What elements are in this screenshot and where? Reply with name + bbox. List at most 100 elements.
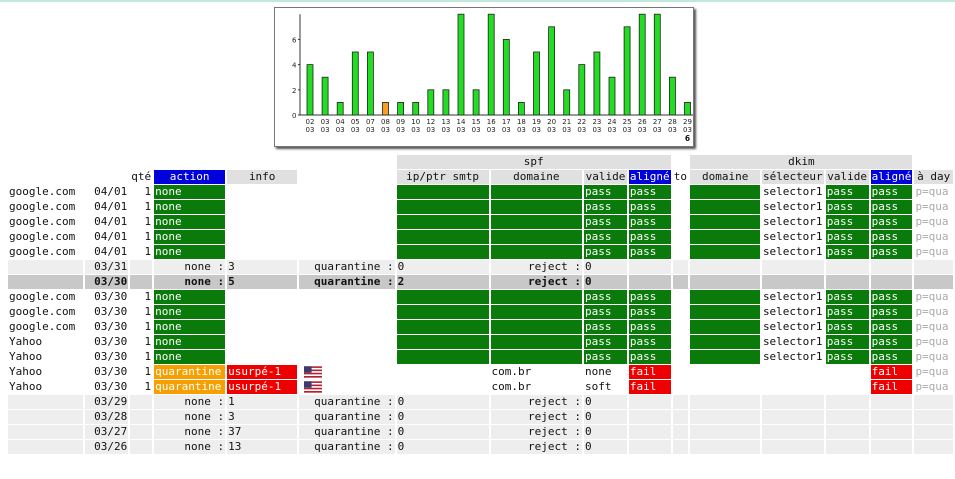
x-tick-label: 19 bbox=[532, 118, 541, 126]
spf-domain bbox=[490, 245, 583, 260]
record-row[interactable]: google.com 04/01 1 none pass pass selector1 pas… bbox=[8, 200, 953, 215]
x-tick-label-line2: 03 bbox=[653, 126, 662, 134]
summary-quarantine-label: quarantine : bbox=[299, 395, 395, 410]
policy-cell: p=qua bbox=[914, 365, 953, 380]
org-name: google.com bbox=[8, 305, 83, 320]
col-qte: qté bbox=[130, 170, 153, 185]
col-selector[interactable]: sélecteur bbox=[761, 170, 824, 185]
record-qty: 1 bbox=[130, 350, 153, 365]
policy-cell: p=qua bbox=[914, 335, 953, 350]
x-tick-label-line2: 03 bbox=[668, 126, 677, 134]
summary-none-label: none : bbox=[154, 410, 226, 425]
summary-quarantine-label: quarantine : bbox=[299, 440, 395, 455]
ip-cell[interactable] bbox=[396, 215, 489, 230]
col-dkim-aligned[interactable]: aligné bbox=[870, 170, 913, 185]
org-name: google.com bbox=[8, 185, 83, 200]
bar-27-s0 bbox=[653, 13, 661, 116]
ip-cell[interactable] bbox=[396, 185, 489, 200]
ip-cell[interactable] bbox=[396, 335, 489, 350]
ip-cell[interactable] bbox=[396, 200, 489, 215]
ip-cell[interactable] bbox=[396, 245, 489, 260]
x-tick-label: 03 bbox=[321, 118, 330, 126]
spf-domain bbox=[490, 320, 583, 335]
col-dkim-valid[interactable]: valide bbox=[825, 170, 869, 185]
dkim-selector: selector1 bbox=[761, 215, 824, 230]
day-summary-row[interactable]: 03/28 none :3 quarantine :0 reject :0 bbox=[8, 410, 953, 425]
col-spf-valid[interactable]: valide bbox=[584, 170, 627, 185]
col-spf-domain[interactable]: domaine bbox=[490, 170, 583, 185]
to-cell bbox=[672, 200, 689, 215]
dkim-domain bbox=[690, 200, 760, 215]
summary-quarantine-value: 0 bbox=[396, 440, 489, 455]
summary-spacer bbox=[690, 425, 760, 440]
col-info[interactable]: info bbox=[227, 170, 298, 185]
ip-cell[interactable] bbox=[396, 380, 489, 395]
dkim-selector: selector1 bbox=[761, 200, 824, 215]
ip-cell[interactable] bbox=[396, 305, 489, 320]
spf-domain bbox=[490, 215, 583, 230]
summary-reject-label: reject : bbox=[490, 410, 583, 425]
ip-cell[interactable] bbox=[396, 350, 489, 365]
dkim-selector bbox=[761, 365, 824, 380]
record-row[interactable]: google.com 04/01 1 none pass pass selector1 pas… bbox=[8, 230, 953, 245]
summary-quarantine-label: quarantine : bbox=[299, 425, 395, 440]
x-tick-label: 29 bbox=[683, 118, 692, 126]
day-summary-row[interactable]: 03/31 none :3 quarantine :0 reject :0 bbox=[8, 260, 953, 275]
x-tick-label: 09 bbox=[396, 118, 405, 126]
col-dkim-domain[interactable]: domaine bbox=[690, 170, 760, 185]
spf-aligned: pass bbox=[628, 245, 671, 260]
action-badge: none bbox=[154, 335, 226, 350]
to-cell bbox=[672, 245, 689, 260]
to-cell bbox=[672, 185, 689, 200]
dkim-domain bbox=[690, 365, 760, 380]
col-spf-aligned[interactable]: aligné bbox=[628, 170, 671, 185]
record-row[interactable]: Yahoo 03/30 1 quarantine usurpé-1 com.br none f… bbox=[8, 365, 953, 380]
summary-date: 03/30 bbox=[84, 275, 129, 290]
record-row[interactable]: google.com 03/30 1 none pass pass selector1 pas… bbox=[8, 320, 953, 335]
x-tick-label: 07 bbox=[366, 118, 375, 126]
dkim-aligned: pass bbox=[870, 350, 913, 365]
dkim-domain bbox=[690, 290, 760, 305]
record-row[interactable]: google.com 04/01 1 none pass pass selector1 pas… bbox=[8, 215, 953, 230]
record-date: 04/01 bbox=[84, 185, 129, 200]
record-row[interactable]: google.com 04/01 1 none pass pass selector1 pas… bbox=[8, 245, 953, 260]
record-row[interactable]: google.com 03/30 1 none pass pass selector1 pas… bbox=[8, 305, 953, 320]
day-summary-row[interactable]: 03/26 none :13 quarantine :0 reject :0 bbox=[8, 440, 953, 455]
ip-cell[interactable] bbox=[396, 290, 489, 305]
x-tick-label: 25 bbox=[623, 118, 632, 126]
ip-cell[interactable] bbox=[396, 365, 489, 380]
col-ip[interactable]: ip/ptr smtp bbox=[396, 170, 489, 185]
record-row[interactable]: google.com 03/30 1 none pass pass selector1 pas… bbox=[8, 290, 953, 305]
spf-aligned: pass bbox=[628, 215, 671, 230]
record-row[interactable]: Yahoo 03/30 1 none pass pass selector1 pass pass… bbox=[8, 350, 953, 365]
header-group-row: spf dkim bbox=[8, 155, 953, 170]
daily-volume-chart: 0 2 4 6 02 03 03 03 04 03 05 03 07 03 08 03 09 03 10 03 12 03… bbox=[274, 7, 694, 147]
summary-spacer bbox=[130, 425, 153, 440]
record-row[interactable]: google.com 04/01 1 none pass pass selector1 pas… bbox=[8, 185, 953, 200]
spf-aligned: pass bbox=[628, 320, 671, 335]
x-tick-label-line2: 03 bbox=[562, 126, 571, 134]
day-summary-row[interactable]: 03/29 none :1 quarantine :0 reject :0 bbox=[8, 395, 953, 410]
info-cell bbox=[227, 245, 298, 260]
record-row[interactable]: Yahoo 03/30 1 none pass pass selector1 pass pass… bbox=[8, 335, 953, 350]
ip-cell[interactable] bbox=[396, 320, 489, 335]
col-action[interactable]: action bbox=[154, 170, 226, 185]
day-summary-row[interactable]: 03/27 none :37 quarantine :0 reject :0 bbox=[8, 425, 953, 440]
action-badge: none bbox=[154, 290, 226, 305]
dkim-valid: pass bbox=[825, 290, 869, 305]
day-summary-row[interactable]: 03/30 none :5 quarantine :2 reject :0 bbox=[8, 275, 953, 290]
record-row[interactable]: Yahoo 03/30 1 quarantine usurpé-1 com.br soft f… bbox=[8, 380, 953, 395]
ip-cell[interactable] bbox=[396, 230, 489, 245]
dkim-selector: selector1 bbox=[761, 185, 824, 200]
summary-quarantine-value: 0 bbox=[396, 425, 489, 440]
dkim-aligned: fail bbox=[870, 365, 913, 380]
info-cell bbox=[227, 305, 298, 320]
action-badge: none bbox=[154, 200, 226, 215]
col-to[interactable]: to bbox=[672, 170, 689, 185]
col-day[interactable]: à day bbox=[914, 170, 953, 185]
summary-none-value: 3 bbox=[227, 410, 298, 425]
bar-17-s0 bbox=[502, 38, 510, 116]
action-badge: none bbox=[154, 320, 226, 335]
spf-aligned: fail bbox=[628, 365, 671, 380]
action-badge: quarantine bbox=[154, 365, 226, 380]
